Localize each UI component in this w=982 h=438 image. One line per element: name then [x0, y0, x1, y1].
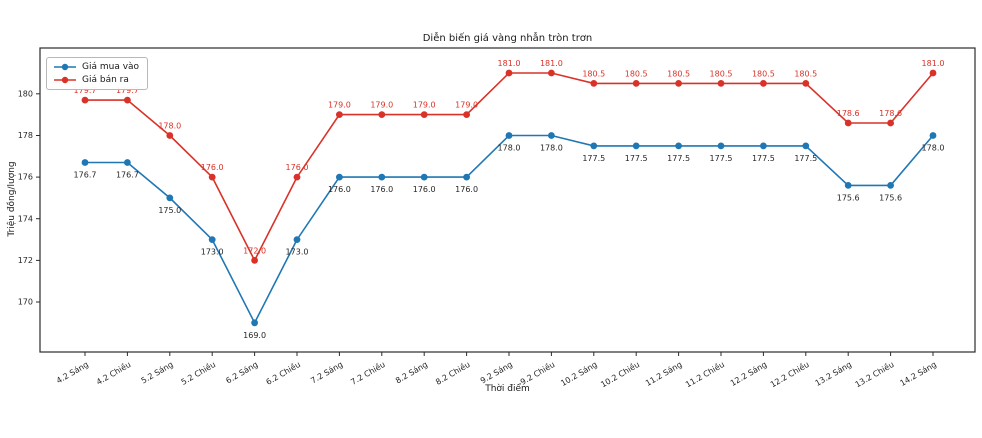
svg-text:5.2 Chiều: 5.2 Chiều: [179, 359, 217, 387]
svg-text:176.7: 176.7: [74, 171, 97, 180]
svg-text:175.0: 175.0: [158, 206, 181, 215]
svg-text:172: 172: [18, 256, 33, 265]
svg-text:9.2 Chiều: 9.2 Chiều: [518, 359, 556, 387]
svg-text:181.0: 181.0: [498, 59, 521, 68]
svg-text:177.5: 177.5: [710, 154, 733, 163]
svg-text:9.2 Sáng: 9.2 Sáng: [479, 360, 514, 385]
svg-text:4.2 Chiều: 4.2 Chiều: [94, 359, 132, 387]
x-axis-label: Thời điểm: [485, 384, 530, 394]
svg-text:176.0: 176.0: [413, 185, 436, 194]
line-marker-icon: [54, 63, 76, 71]
legend: Giá mua vào Giá bán ra: [46, 57, 149, 90]
svg-text:178.0: 178.0: [498, 144, 521, 153]
svg-text:180.5: 180.5: [752, 69, 775, 78]
svg-text:179.0: 179.0: [328, 101, 351, 110]
svg-text:175.6: 175.6: [879, 193, 902, 202]
svg-text:178.6: 178.6: [879, 109, 902, 118]
svg-text:176.0: 176.0: [328, 185, 351, 194]
svg-text:8.2 Chiều: 8.2 Chiều: [434, 359, 472, 387]
svg-text:180.5: 180.5: [710, 69, 733, 78]
svg-text:179.7: 179.7: [74, 86, 97, 95]
svg-text:177.5: 177.5: [667, 154, 690, 163]
svg-text:176.0: 176.0: [455, 185, 478, 194]
svg-text:178.0: 178.0: [922, 144, 945, 153]
svg-text:181.0: 181.0: [540, 59, 563, 68]
svg-text:178.0: 178.0: [540, 144, 563, 153]
svg-text:174: 174: [18, 214, 33, 223]
svg-text:177.5: 177.5: [794, 154, 817, 163]
svg-text:179.0: 179.0: [413, 101, 436, 110]
legend-label-sell-price: Giá bán ra: [82, 75, 129, 85]
svg-text:179.7: 179.7: [116, 86, 139, 95]
svg-text:175.6: 175.6: [837, 193, 860, 202]
legend-item-sell-price: Giá bán ra: [53, 75, 139, 85]
svg-text:173.0: 173.0: [286, 248, 309, 257]
svg-text:177.5: 177.5: [582, 154, 605, 163]
svg-text:6.2 Chiều: 6.2 Chiều: [264, 359, 302, 387]
svg-text:4.2 Sáng: 4.2 Sáng: [55, 360, 90, 385]
svg-text:179.0: 179.0: [370, 101, 393, 110]
svg-text:176.0: 176.0: [201, 163, 224, 172]
svg-text:169.0: 169.0: [243, 331, 266, 340]
line-marker-icon: [54, 76, 76, 84]
svg-text:179.0: 179.0: [455, 101, 478, 110]
svg-text:8.2 Sáng: 8.2 Sáng: [394, 360, 429, 385]
svg-text:178.6: 178.6: [837, 109, 860, 118]
svg-text:173.0: 173.0: [201, 248, 224, 257]
svg-text:176: 176: [18, 173, 33, 182]
svg-text:7.2 Chiều: 7.2 Chiều: [349, 359, 387, 387]
svg-text:6.2 Sáng: 6.2 Sáng: [224, 360, 259, 385]
svg-text:177.5: 177.5: [625, 154, 648, 163]
svg-text:180.5: 180.5: [625, 69, 648, 78]
svg-text:176.0: 176.0: [286, 163, 309, 172]
chart-title: Diễn biến giá vàng nhẫn tròn trơn: [422, 33, 593, 44]
svg-text:172.0: 172.0: [243, 246, 266, 255]
svg-text:177.5: 177.5: [752, 154, 775, 163]
svg-text:176.0: 176.0: [370, 185, 393, 194]
svg-text:5.2 Sáng: 5.2 Sáng: [140, 360, 175, 385]
svg-text:170: 170: [18, 298, 33, 307]
svg-text:180.5: 180.5: [667, 69, 690, 78]
svg-text:178: 178: [18, 131, 33, 140]
svg-text:178.0: 178.0: [158, 122, 181, 131]
svg-text:7.2 Sáng: 7.2 Sáng: [309, 360, 344, 385]
svg-text:180: 180: [18, 89, 33, 98]
svg-text:180.5: 180.5: [582, 69, 605, 78]
svg-text:176.7: 176.7: [116, 171, 139, 180]
legend-label-buy-price: Giá mua vào: [82, 62, 140, 72]
svg-text:180.5: 180.5: [794, 69, 817, 78]
svg-text:181.0: 181.0: [922, 59, 945, 68]
legend-item-buy-price: Giá mua vào: [53, 62, 139, 72]
